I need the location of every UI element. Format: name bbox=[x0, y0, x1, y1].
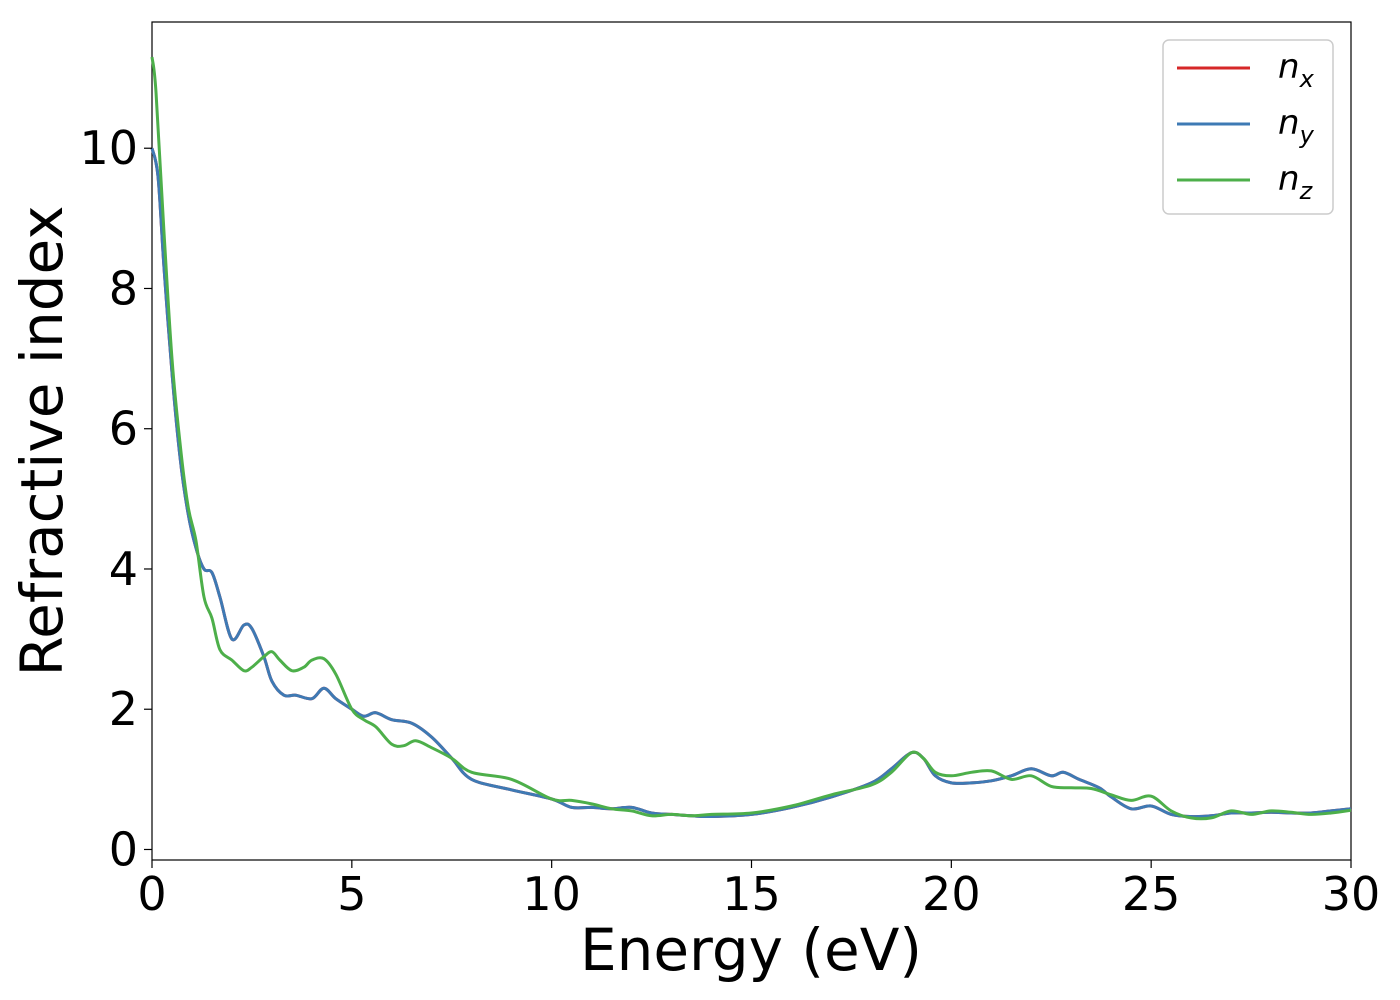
y-axis-label: Refractive index bbox=[8, 205, 76, 676]
x-axis-ticks: 0 5 10 15 20 25 30 bbox=[137, 860, 1380, 921]
x-axis-label: Energy (eV) bbox=[580, 916, 922, 984]
series-line-nz bbox=[150, 56, 1352, 821]
x-tick-label: 5 bbox=[337, 867, 366, 921]
x-tick-label: 0 bbox=[137, 867, 166, 921]
y-tick-label: 8 bbox=[109, 261, 138, 315]
x-tick-label: 25 bbox=[1122, 867, 1181, 921]
series-line-ny bbox=[150, 147, 1352, 819]
y-tick-label: 2 bbox=[109, 682, 138, 736]
legend-box bbox=[1162, 39, 1334, 215]
y-axis-ticks: 0 2 4 6 8 10 bbox=[79, 121, 152, 876]
x-tick-label: 30 bbox=[1322, 867, 1381, 921]
x-tick-label: 10 bbox=[522, 867, 581, 921]
series-lines bbox=[150, 56, 1352, 821]
plot-area bbox=[151, 21, 1352, 861]
y-tick-label: 6 bbox=[109, 402, 138, 456]
x-tick-label: 15 bbox=[722, 867, 781, 921]
x-tick-label: 20 bbox=[922, 867, 981, 921]
y-tick-label: 0 bbox=[109, 822, 138, 876]
y-tick-label: 10 bbox=[79, 121, 138, 175]
y-tick-label: 4 bbox=[109, 542, 138, 596]
